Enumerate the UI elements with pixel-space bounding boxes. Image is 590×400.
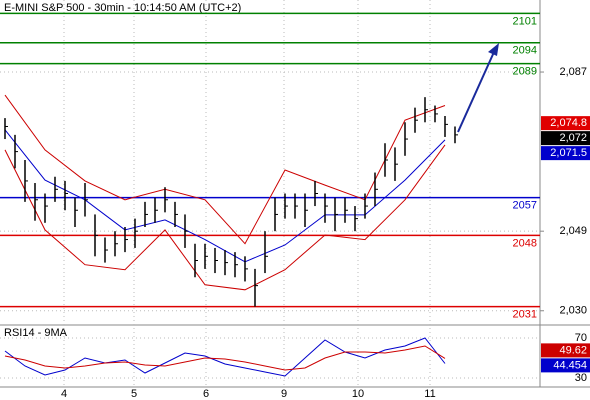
price-label-box: [541, 131, 590, 146]
price-label-box: [541, 116, 590, 131]
x-tick-label: 4: [61, 388, 67, 400]
level-label: 2094: [513, 45, 537, 57]
rsi-label-box: [541, 343, 590, 358]
grid: [0, 0, 540, 387]
x-tick-label: 9: [281, 388, 287, 400]
y-tick-label: 30: [575, 372, 587, 384]
arrow-head: [488, 43, 499, 56]
y-tick-label: 70: [575, 332, 587, 344]
y-tick-label: 2,030: [559, 305, 587, 317]
rsi-label: 49.62: [559, 344, 587, 356]
level-label: 2031: [513, 308, 537, 320]
price-label: 2,072: [559, 132, 587, 144]
rsi-label: 44.454: [553, 359, 587, 371]
level-label: 2101: [513, 15, 537, 27]
price-label-box: [541, 146, 590, 161]
x-tick-label: 11: [424, 388, 435, 400]
x-tick-label: 6: [203, 388, 209, 400]
rsi-line: [4, 345, 446, 371]
trend-arrow: [457, 51, 495, 133]
rsi-line: [4, 337, 446, 377]
plot: [0, 12, 540, 308]
price-label: 2,074.8: [550, 117, 587, 129]
y-tick-label: 2,087: [559, 66, 587, 78]
level-label: 2048: [513, 237, 537, 249]
indicator-line: [4, 94, 446, 245]
rsi-title: RSI14 - 9MA: [4, 327, 68, 339]
y-tick-label: 2,049: [559, 225, 587, 237]
rsi-label-box: [541, 358, 590, 373]
level-label: 2057: [513, 200, 537, 212]
chart-title: E-MINI S&P 500 - 30min - 10:14:50 AM (UT…: [4, 2, 241, 14]
indicator-line: [4, 144, 446, 291]
x-tick-label: 5: [131, 388, 137, 400]
x-tick-label: 10: [352, 388, 364, 400]
price-label: 2,071.5: [550, 147, 587, 159]
level-label: 2089: [513, 66, 537, 78]
